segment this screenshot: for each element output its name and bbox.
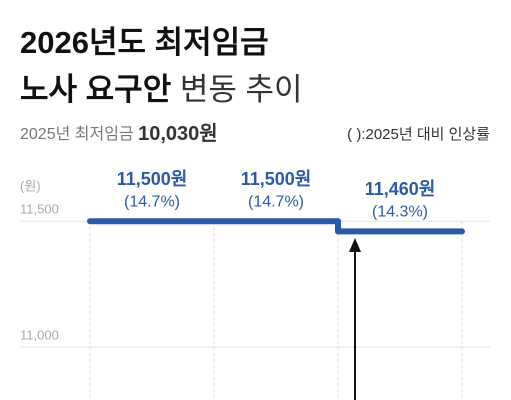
title-line2: 노사 요구안 변동 추이 <box>20 72 303 107</box>
value-label: 11,500원 <box>117 169 188 189</box>
value-label: 11,460원 <box>365 179 436 199</box>
title-bold: 노사 요구안 <box>20 72 171 107</box>
value-label: 11,500원 <box>241 169 312 189</box>
title-line1: 2026년도 최저임금 <box>20 25 269 60</box>
column-dividers <box>89 221 463 400</box>
y-tick-label: 11,000 <box>20 328 59 343</box>
y-unit: (원) <box>20 178 41 193</box>
y-tick-label: 11,500 <box>20 202 59 217</box>
change-label: (14.7%) <box>248 193 304 210</box>
title-light: 변동 추이 <box>180 72 303 107</box>
change-label: (14.7%) <box>124 193 180 210</box>
subtitle-text: 2025년 최저임금 <box>20 125 134 143</box>
change-label: (14.3%) <box>372 204 428 221</box>
note: ( ):2025년 대비 인상률 <box>347 126 490 143</box>
arrow-head <box>349 238 361 252</box>
subtitle-value: 10,030원 <box>138 122 218 145</box>
subtitle: 2025년 최저임금 10,030원 <box>20 122 218 145</box>
